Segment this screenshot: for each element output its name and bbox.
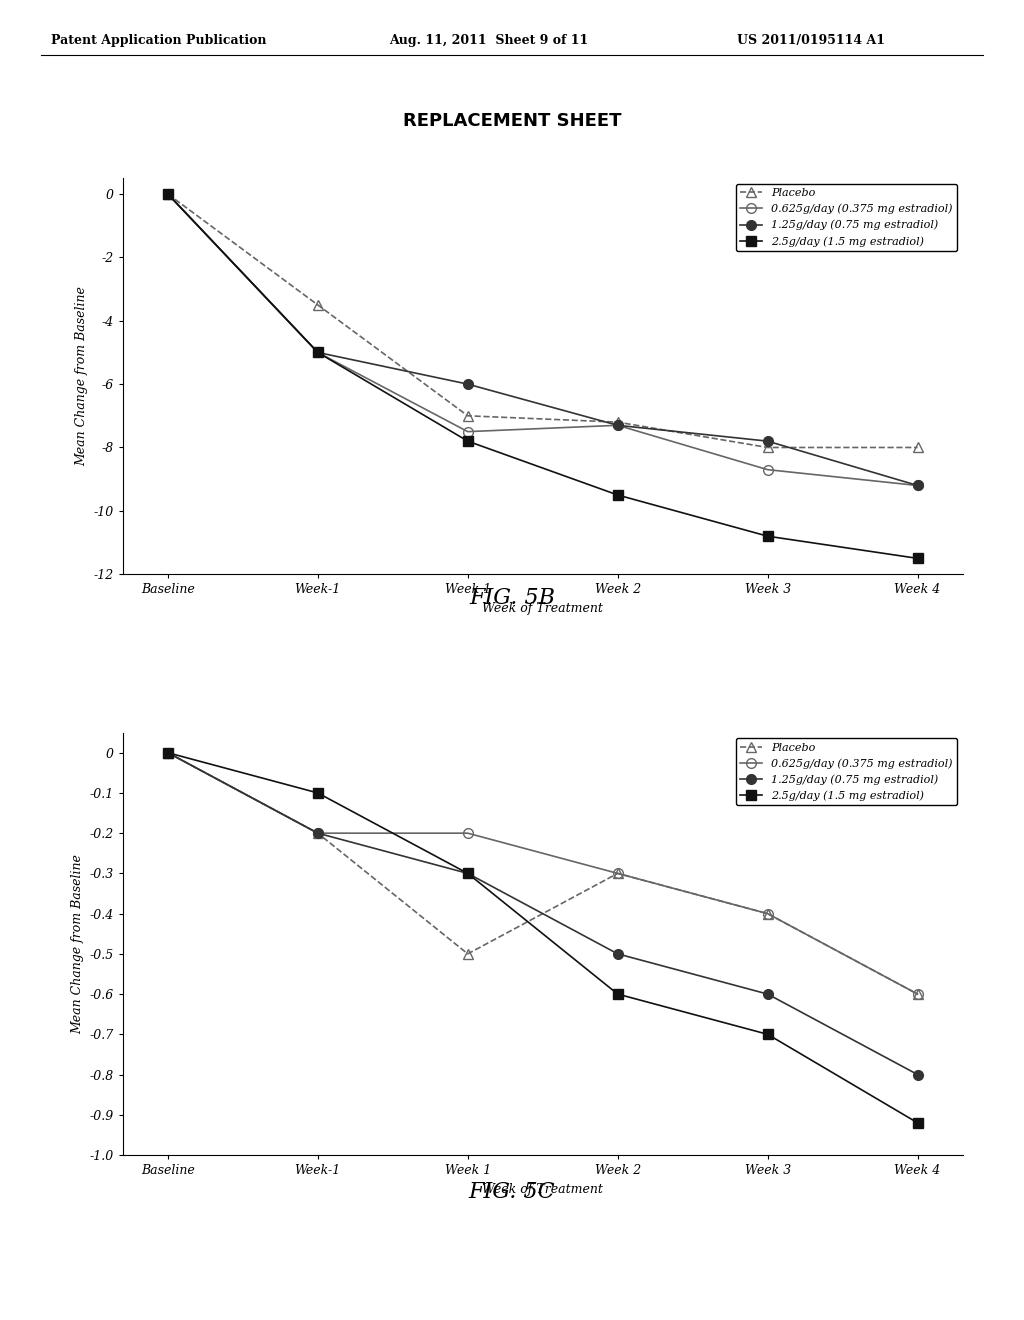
Y-axis label: Mean Change from Baseline: Mean Change from Baseline [75,286,88,466]
Text: REPLACEMENT SHEET: REPLACEMENT SHEET [402,112,622,131]
X-axis label: Week of Treatment: Week of Treatment [482,602,603,615]
Text: US 2011/0195114 A1: US 2011/0195114 A1 [737,34,886,48]
Legend: Placebo, 0.625g/day (0.375 mg estradiol), 1.25g/day (0.75 mg estradiol), 2.5g/da: Placebo, 0.625g/day (0.375 mg estradiol)… [735,183,957,251]
Y-axis label: Mean Change from Baseline: Mean Change from Baseline [71,854,84,1034]
Legend: Placebo, 0.625g/day (0.375 mg estradiol), 1.25g/day (0.75 mg estradiol), 2.5g/da: Placebo, 0.625g/day (0.375 mg estradiol)… [735,738,957,805]
Text: FIG. 5B: FIG. 5B [469,587,555,610]
Text: FIG. 5C: FIG. 5C [469,1181,555,1204]
Text: Aug. 11, 2011  Sheet 9 of 11: Aug. 11, 2011 Sheet 9 of 11 [389,34,589,48]
Text: Patent Application Publication: Patent Application Publication [51,34,266,48]
X-axis label: Week of Treatment: Week of Treatment [482,1183,603,1196]
